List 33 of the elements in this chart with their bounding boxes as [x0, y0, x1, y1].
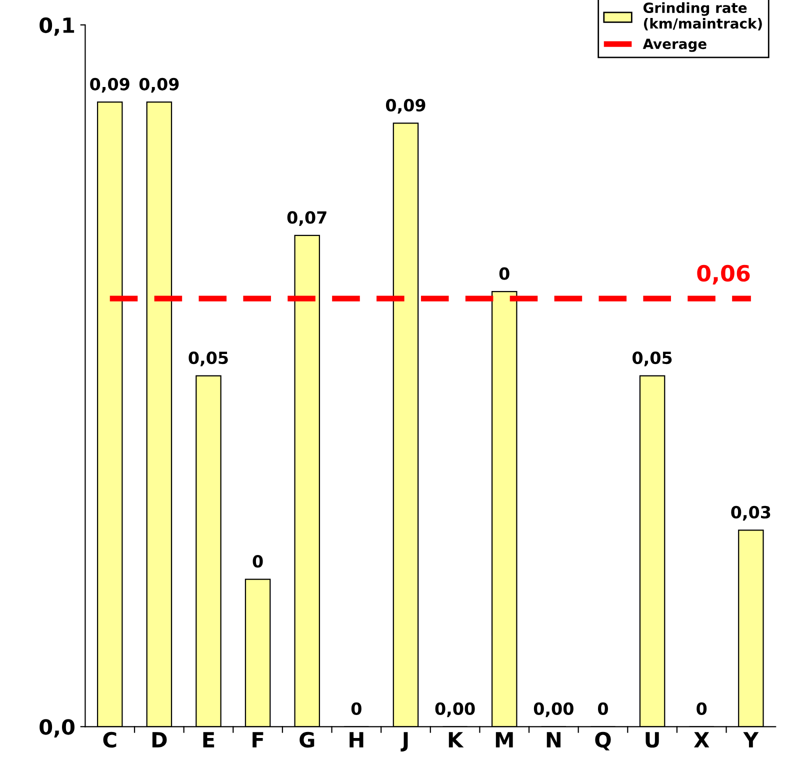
x-tick-label: J	[400, 732, 408, 752]
x-tick-label: Y	[743, 732, 759, 748]
data-label: 0,09	[90, 78, 130, 93]
x-tick-label: G	[300, 732, 314, 748]
x-tick-label: K	[448, 732, 464, 748]
x-tick-label: D	[152, 732, 167, 748]
x-tick-label: X	[694, 732, 710, 748]
data-label: 0	[499, 267, 510, 280]
x-tick-label: N	[546, 732, 560, 748]
data-label: 0	[252, 555, 263, 568]
legend-label: Average	[642, 38, 706, 52]
y-tick-label: 0,1	[40, 17, 74, 36]
data-label: 0,09	[139, 78, 179, 93]
data-label: 0,00	[435, 702, 475, 718]
x-tick-label: U	[646, 732, 659, 748]
data-label: 0,05	[632, 352, 672, 366]
legend-label: Grinding rate (km/maintrack)	[643, 2, 762, 30]
data-label: 0	[351, 702, 362, 715]
data-label: 0,00	[534, 702, 574, 718]
data-label: 0,05	[188, 352, 228, 366]
x-tick-label: E	[203, 732, 214, 748]
x-tick-label: F	[252, 732, 264, 748]
data-label: 0,03	[731, 506, 770, 521]
data-label: 0	[696, 702, 707, 715]
x-tick-label: C	[103, 732, 116, 748]
data-label: 0,06	[697, 264, 750, 284]
x-tick-label: H	[350, 732, 364, 748]
data-label: 0,09	[386, 98, 426, 114]
data-label: 0	[598, 702, 608, 715]
data-label: 0,07	[287, 211, 326, 226]
x-tick-label: Q	[595, 732, 611, 750]
y-tick-label: 0,0	[40, 719, 74, 738]
x-tick-label: M	[496, 732, 513, 748]
